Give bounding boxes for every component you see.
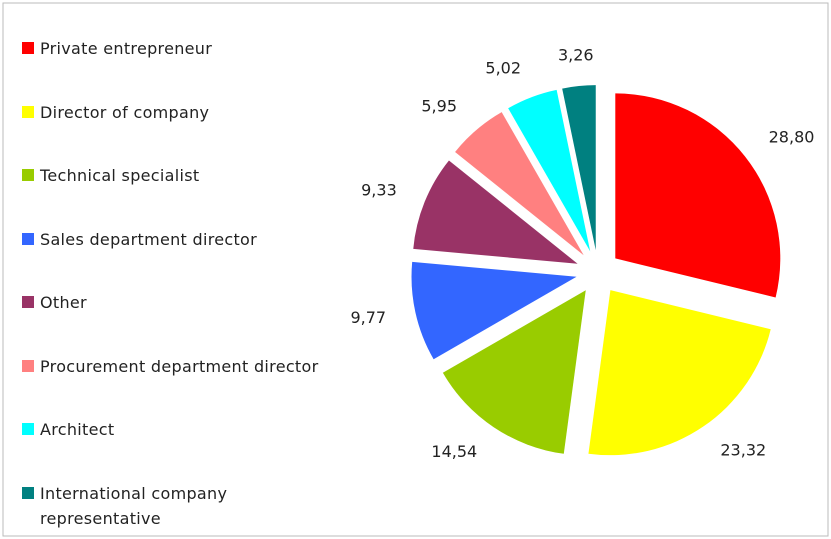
data-label: 5,02 <box>485 59 521 78</box>
legend-swatch <box>22 169 34 181</box>
legend-item: Procurement department director <box>22 354 342 379</box>
pie-slice <box>508 89 591 252</box>
legend-item: Technical specialist <box>22 163 342 188</box>
data-label: 23,32 <box>720 441 766 460</box>
legend-item: Director of company <box>22 100 342 125</box>
data-label: 5,95 <box>421 97 457 116</box>
legend-label: Director of company <box>40 102 210 122</box>
legend-label: Procurement department director <box>40 356 319 376</box>
data-label: 14,54 <box>431 442 477 461</box>
legend-item: Sales department director <box>22 227 342 252</box>
pie-slice <box>588 290 771 456</box>
legend-swatch <box>22 359 34 372</box>
legend-swatch <box>22 105 34 118</box>
legend-item: International company representative <box>22 481 342 531</box>
data-label: 28,80 <box>769 127 815 146</box>
pie-slice <box>411 261 577 360</box>
pie-slice <box>442 290 586 454</box>
legend-swatch <box>22 42 34 54</box>
legend-label: Other <box>40 293 87 312</box>
pie-slice <box>562 85 596 251</box>
legend-swatch <box>22 486 34 499</box>
legend-item: Architect <box>22 417 342 442</box>
legend-swatch <box>22 423 34 435</box>
legend-label: International company representative <box>40 483 228 528</box>
legend-swatch <box>22 296 34 308</box>
pie-slice <box>413 160 578 264</box>
pie-slice <box>455 112 584 256</box>
legend-swatch <box>22 232 34 245</box>
legend-label: Technical specialist <box>40 166 200 185</box>
data-label: 3,26 <box>558 46 594 65</box>
legend-item: Other <box>22 290 342 315</box>
legend-label: Private entrepreneur <box>40 39 213 58</box>
data-label: 9,77 <box>350 308 386 327</box>
legend-label: Sales department director <box>40 229 258 249</box>
legend-label: Architect <box>40 420 115 439</box>
legend-item: Private entrepreneur <box>22 36 342 61</box>
data-label: 9,33 <box>361 180 397 199</box>
pie-slice <box>615 93 781 298</box>
